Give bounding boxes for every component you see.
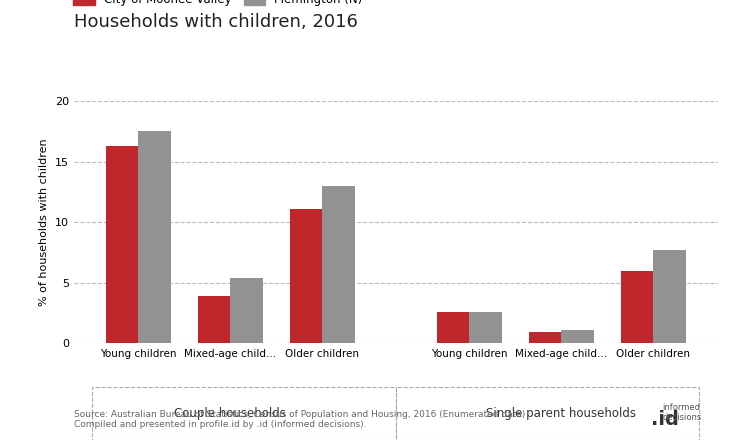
Bar: [653, 250, 685, 343]
Bar: [323, 186, 354, 343]
Bar: [92, 387, 396, 440]
Bar: [290, 209, 323, 343]
Text: Source: Australian Bureau of Statistics, Census of Population and Housing, 2016 : Source: Australian Bureau of Statistics,…: [74, 410, 525, 429]
Bar: [198, 296, 230, 343]
Bar: [469, 312, 502, 343]
Bar: [622, 271, 653, 343]
Y-axis label: % of households with children: % of households with children: [39, 139, 50, 306]
Legend: City of Moonee Valley, Flemington (N): City of Moonee Valley, Flemington (N): [73, 0, 363, 6]
Bar: [562, 330, 593, 343]
Text: informed
decisions: informed decisions: [662, 403, 702, 422]
Bar: [107, 146, 138, 343]
Bar: [138, 132, 170, 343]
Bar: [529, 332, 562, 343]
Text: .id: .id: [651, 410, 679, 429]
Bar: [437, 312, 469, 343]
Text: Single parent households: Single parent households: [486, 407, 636, 420]
Bar: [230, 278, 263, 343]
Bar: [396, 387, 699, 440]
Text: Households with children, 2016: Households with children, 2016: [74, 13, 358, 31]
Text: Couple households: Couple households: [175, 407, 286, 420]
